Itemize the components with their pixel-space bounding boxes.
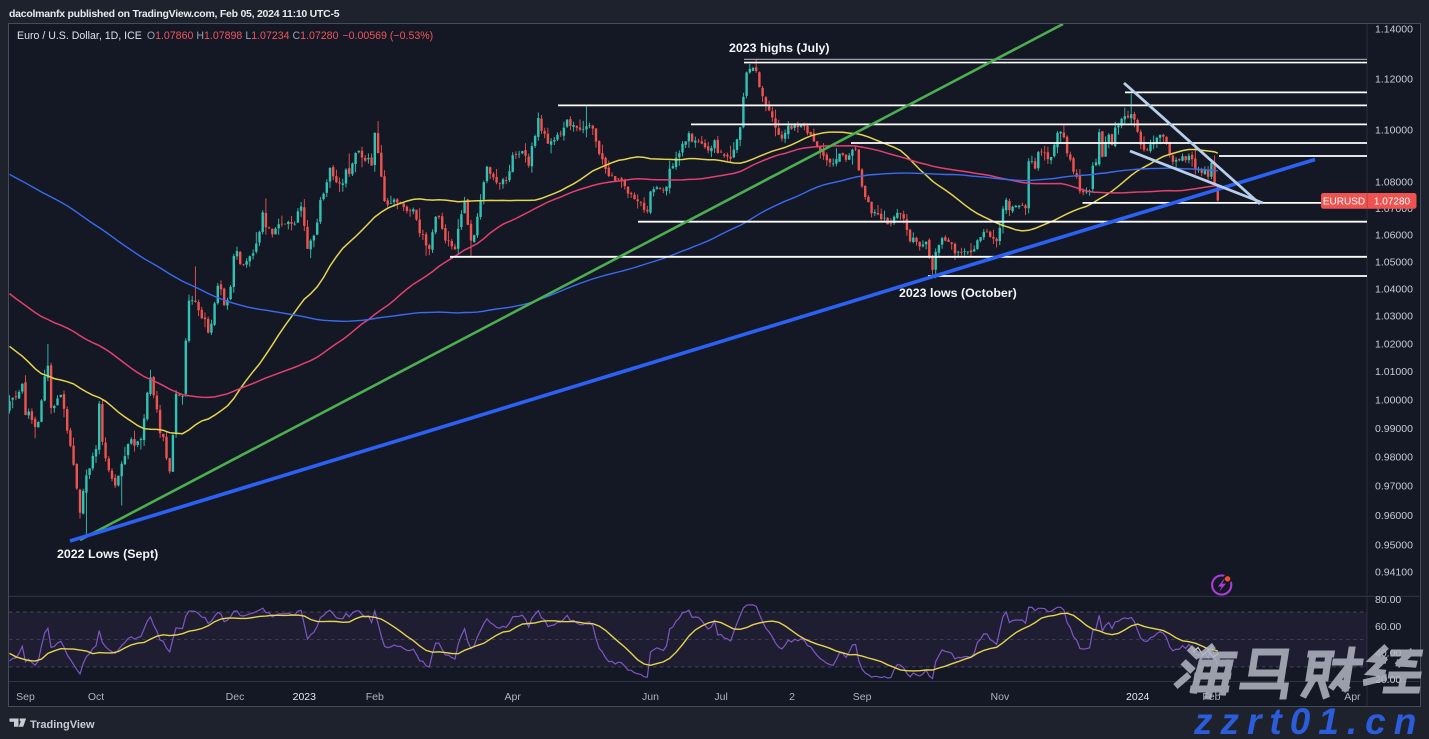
svg-text:1.03000: 1.03000 bbox=[1375, 311, 1413, 323]
svg-text:2023 lows (October): 2023 lows (October) bbox=[899, 286, 1017, 300]
svg-text:1.08000: 1.08000 bbox=[1375, 177, 1413, 189]
svg-text:80.00: 80.00 bbox=[1375, 594, 1401, 606]
svg-text:Sep: Sep bbox=[16, 691, 35, 703]
svg-text:1.02000: 1.02000 bbox=[1375, 338, 1413, 350]
svg-text:Dec: Dec bbox=[226, 691, 245, 703]
svg-text:1.14000: 1.14000 bbox=[1375, 24, 1413, 36]
svg-text:zzrt01.cn: zzrt01.cn bbox=[1193, 701, 1424, 739]
svg-text:0.98000: 0.98000 bbox=[1375, 452, 1413, 464]
svg-text:0.95000: 0.95000 bbox=[1375, 540, 1413, 552]
svg-text:1.12000: 1.12000 bbox=[1375, 74, 1413, 86]
svg-text:1.01000: 1.01000 bbox=[1375, 366, 1413, 378]
svg-text:1.05000: 1.05000 bbox=[1375, 256, 1413, 268]
svg-text:2: 2 bbox=[789, 691, 795, 703]
svg-text:Sep: Sep bbox=[853, 691, 872, 703]
svg-text:2023 highs (July): 2023 highs (July) bbox=[729, 41, 830, 55]
svg-text:0.97000: 0.97000 bbox=[1375, 481, 1413, 493]
svg-text:1.04000: 1.04000 bbox=[1375, 283, 1413, 295]
svg-text:0.96000: 0.96000 bbox=[1375, 510, 1413, 522]
svg-text:2024: 2024 bbox=[1126, 691, 1150, 703]
svg-text:0.99000: 0.99000 bbox=[1375, 423, 1413, 435]
svg-text:Apr: Apr bbox=[1344, 691, 1361, 703]
svg-text:Apr: Apr bbox=[505, 691, 522, 703]
svg-text:EURUSD: EURUSD bbox=[1323, 197, 1365, 208]
svg-text:Nov: Nov bbox=[991, 691, 1010, 703]
svg-text:TradingView: TradingView bbox=[30, 719, 95, 731]
svg-text:1.10000: 1.10000 bbox=[1375, 125, 1413, 137]
svg-text:Jun: Jun bbox=[642, 691, 659, 703]
svg-text:Feb: Feb bbox=[366, 691, 384, 703]
svg-text:1.07280: 1.07280 bbox=[1374, 197, 1411, 208]
svg-text:60.00: 60.00 bbox=[1375, 621, 1401, 633]
svg-text:dacolmanfx published on Tradin: dacolmanfx published on TradingView.com,… bbox=[9, 8, 340, 20]
svg-text:2023: 2023 bbox=[293, 691, 317, 703]
svg-text:2022 Lows (Sept): 2022 Lows (Sept) bbox=[57, 547, 158, 561]
svg-text:1.00000: 1.00000 bbox=[1375, 394, 1413, 406]
svg-text:Oct: Oct bbox=[88, 691, 104, 703]
svg-text:1.06000: 1.06000 bbox=[1375, 230, 1413, 242]
svg-text:Jul: Jul bbox=[714, 691, 727, 703]
svg-text:0.94100: 0.94100 bbox=[1375, 567, 1413, 579]
